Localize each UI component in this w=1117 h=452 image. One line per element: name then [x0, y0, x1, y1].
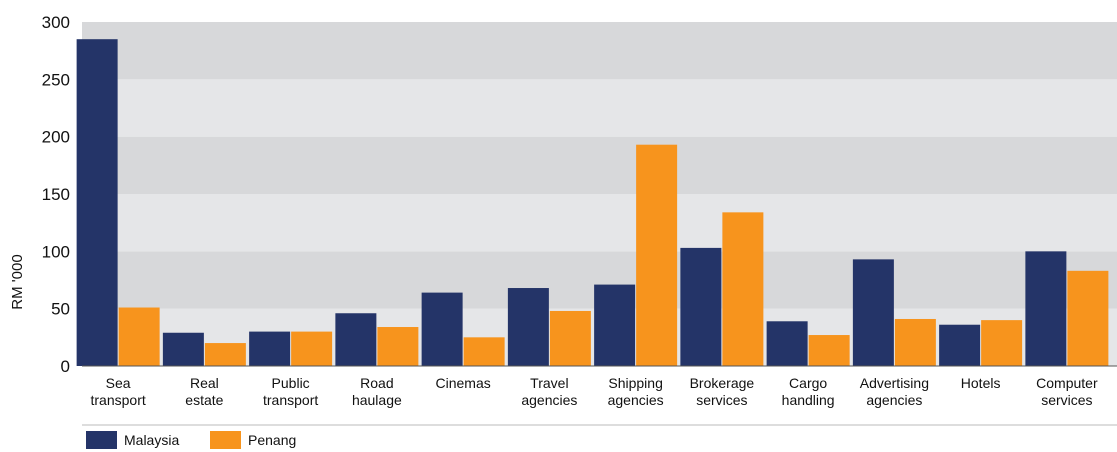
bar-malaysia-11	[1025, 251, 1067, 366]
y-tick-label: 300	[42, 13, 70, 32]
x-tick-label: agencies	[866, 392, 922, 408]
x-tick-label: Road	[360, 375, 393, 391]
x-tick-label: handling	[782, 392, 835, 408]
y-tick-label: 150	[42, 185, 70, 204]
x-tick-label: estate	[185, 392, 223, 408]
x-tick-label: Cinemas	[436, 375, 491, 391]
bar-penang-4	[463, 337, 505, 366]
bar-penang-11	[1067, 270, 1109, 366]
bar-penang-10	[981, 320, 1023, 366]
bar-malaysia-9	[852, 259, 894, 366]
x-tick-label: Real	[190, 375, 219, 391]
grid-band	[82, 22, 1117, 80]
bar-malaysia-8	[766, 321, 808, 366]
x-tick-label: haulage	[352, 392, 402, 408]
x-tick-label: Advertising	[860, 375, 929, 391]
bar-malaysia-3	[335, 313, 377, 366]
bars	[76, 39, 1109, 366]
y-tick-label: 100	[42, 242, 70, 261]
grid-band	[82, 136, 1117, 194]
x-tick-label: transport	[91, 392, 146, 408]
legend-swatch-malaysia	[86, 431, 117, 449]
x-tick-label: transport	[263, 392, 318, 408]
x-tick-label: agencies	[608, 392, 664, 408]
bar-penang-8	[808, 335, 850, 366]
bar-penang-6	[636, 144, 678, 366]
x-tick-label: services	[696, 392, 747, 408]
y-axis-ticks: 0 50 100 150 200 250 300	[42, 13, 70, 376]
legend: Malaysia Penang	[86, 431, 296, 449]
legend-label-penang: Penang	[248, 432, 296, 448]
x-tick-label: services	[1041, 392, 1092, 408]
bar-malaysia-1	[162, 332, 204, 366]
bar-penang-3	[377, 327, 419, 366]
y-tick-label: 0	[61, 357, 70, 376]
bar-malaysia-5	[507, 288, 549, 366]
x-tick-label: Shipping	[608, 375, 663, 391]
x-tick-label: Sea	[106, 375, 131, 391]
y-tick-label: 200	[42, 128, 70, 147]
y-tick-label: 250	[42, 70, 70, 89]
bar-malaysia-0	[76, 39, 118, 366]
bar-malaysia-7	[680, 247, 722, 366]
legend-swatch-penang	[210, 431, 241, 449]
grid-band	[82, 194, 1117, 252]
bar-malaysia-4	[421, 292, 463, 366]
x-tick-label: Hotels	[961, 375, 1001, 391]
legend-label-malaysia: Malaysia	[124, 432, 179, 448]
bar-malaysia-6	[594, 284, 636, 366]
bar-penang-0	[118, 307, 160, 366]
y-tick-label: 50	[51, 300, 70, 319]
x-axis-ticks: SeatransportRealestatePublictransportRoa…	[91, 375, 1098, 408]
x-tick-label: Brokerage	[690, 375, 755, 391]
bar-penang-9	[894, 318, 936, 366]
grid-band	[82, 79, 1117, 137]
x-tick-label: agencies	[521, 392, 577, 408]
x-tick-label: Public	[272, 375, 310, 391]
bar-penang-2	[291, 331, 333, 366]
bar-malaysia-10	[939, 324, 981, 366]
y-axis-label: RM '000	[9, 254, 26, 309]
x-tick-label: Travel	[530, 375, 568, 391]
bar-penang-7	[722, 212, 764, 366]
bar-penang-1	[204, 343, 246, 366]
x-tick-label: Computer	[1036, 375, 1098, 391]
x-tick-label: Cargo	[789, 375, 827, 391]
grid-bands	[82, 22, 1117, 366]
bar-malaysia-2	[249, 331, 291, 366]
bar-penang-5	[549, 310, 591, 366]
